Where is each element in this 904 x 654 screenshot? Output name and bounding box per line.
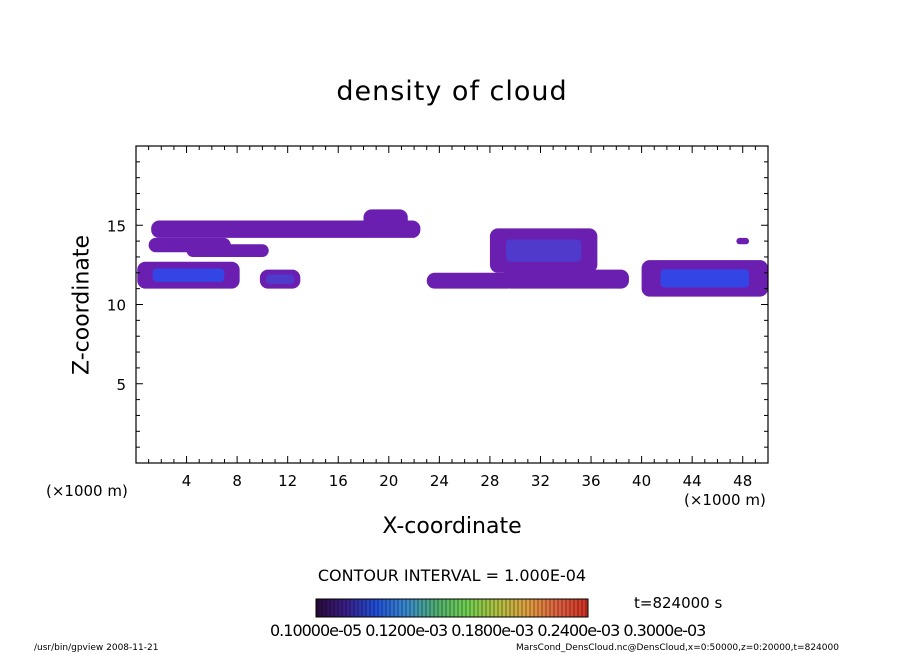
cloud-region: [641, 260, 768, 297]
cloud-region: [426, 272, 516, 289]
x-tick-label: 32: [531, 472, 550, 490]
colorbar: [315, 598, 589, 618]
cloud-region-fill: [363, 209, 408, 234]
x-tick-label: 8: [232, 472, 242, 490]
footer-program-date: /usr/bin/gpview 2008-11-21: [34, 643, 159, 653]
cloud-region-fill: [736, 237, 750, 245]
plot-frame: [135, 145, 769, 464]
time-label: t=824000 s: [634, 594, 723, 612]
x-axis-unit-left: (×1000 m): [46, 482, 128, 500]
x-axis-label: X-coordinate: [382, 514, 522, 539]
cloud-region-core: [506, 239, 582, 262]
cloud-region: [151, 220, 421, 238]
x-axis-unit-right: (×1000 m): [684, 491, 766, 509]
x-tick-label: 12: [278, 472, 297, 490]
colorbar-contour-lines: [316, 599, 588, 617]
cloud-region: [363, 209, 408, 234]
cloud-region: [186, 244, 269, 257]
cloud-region-core: [152, 268, 225, 282]
x-tick-label: 16: [329, 472, 348, 490]
cloud-region: [137, 261, 240, 289]
x-tick-label: 44: [683, 472, 702, 490]
cloud-region: [259, 269, 301, 289]
y-tick-label: 5: [116, 376, 126, 394]
y-tick-label: 10: [107, 297, 126, 315]
cloud-density-field: [137, 209, 768, 297]
x-tick-label: 48: [733, 472, 752, 490]
cloud-region: [489, 228, 598, 273]
x-tick-label: 40: [632, 472, 651, 490]
x-tick-label: 28: [480, 472, 499, 490]
contour-interval-label: CONTOUR INTERVAL = 1.000E-04: [317, 566, 587, 585]
cloud-region: [736, 237, 750, 245]
x-tick-label: 24: [430, 472, 449, 490]
cloud-region: [502, 269, 629, 289]
x-tick-label: 36: [581, 472, 600, 490]
axis-ticks: [135, 145, 769, 464]
colorbar-labels: 0.10000e-05 0.1200e-03 0.1800e-03 0.2400…: [270, 621, 706, 640]
x-tick-label: 20: [379, 472, 398, 490]
chart-title: density of cloud: [336, 76, 568, 107]
cloud-region-fill: [186, 244, 269, 257]
y-axis-label: Z-coordinate: [69, 235, 95, 375]
y-tick-label: 15: [107, 217, 126, 235]
x-tick-label: 4: [182, 472, 192, 490]
cloud-region-fill: [151, 220, 421, 238]
cloud-region-core: [265, 274, 295, 284]
cloud-region-fill: [502, 269, 629, 289]
cloud-region-fill: [426, 272, 516, 289]
cloud-region-core: [660, 269, 750, 288]
footer-source-info: MarsCond_DensCloud.nc@DensCloud,x=0:5000…: [516, 643, 839, 653]
